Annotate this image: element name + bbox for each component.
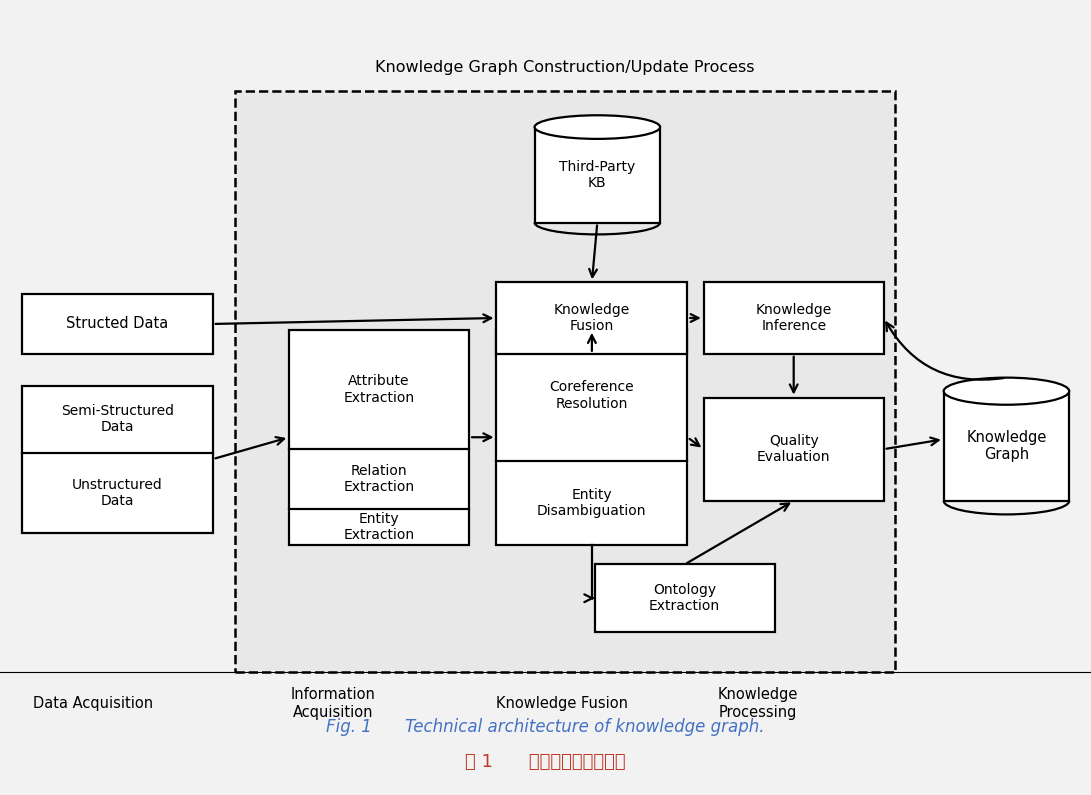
Bar: [22, 386, 213, 533]
Text: Entity
Disambiguation: Entity Disambiguation: [537, 488, 647, 518]
Text: Knowledge
Graph: Knowledge Graph: [967, 430, 1046, 462]
Bar: [289, 330, 469, 545]
Ellipse shape: [535, 115, 660, 139]
Bar: [704, 282, 884, 354]
Text: Information
Acquisition: Information Acquisition: [290, 688, 375, 719]
Bar: [235, 91, 895, 672]
Text: Knowledge
Processing: Knowledge Processing: [718, 688, 799, 719]
Text: Fig. 1  Technical architecture of knowledge graph.: Fig. 1 Technical architecture of knowled…: [326, 719, 765, 736]
Text: Knowledge
Inference: Knowledge Inference: [756, 303, 831, 333]
Text: Unstructured
Data: Unstructured Data: [72, 478, 163, 508]
Text: Third-Party
KB: Third-Party KB: [560, 160, 635, 190]
Text: Attribute
Extraction: Attribute Extraction: [344, 374, 415, 405]
Ellipse shape: [944, 378, 1069, 405]
Text: Knowledge Fusion: Knowledge Fusion: [496, 696, 627, 711]
Bar: [496, 282, 687, 354]
Text: 图 1  知识图谱的技术架构: 图 1 知识图谱的技术架构: [465, 753, 626, 770]
Bar: [22, 294, 213, 354]
Text: Entity
Extraction: Entity Extraction: [344, 512, 415, 541]
Text: Coreference
Resolution: Coreference Resolution: [550, 381, 634, 410]
Text: Knowledge
Fusion: Knowledge Fusion: [554, 303, 630, 333]
Text: Data Acquisition: Data Acquisition: [33, 696, 153, 711]
Text: Relation
Extraction: Relation Extraction: [344, 464, 415, 494]
Bar: [535, 127, 660, 223]
Bar: [595, 564, 775, 632]
Bar: [496, 330, 687, 545]
Text: Ontology
Extraction: Ontology Extraction: [649, 584, 720, 613]
Text: Quality
Evaluation: Quality Evaluation: [757, 434, 830, 464]
Text: Semi-Structured
Data: Semi-Structured Data: [61, 405, 173, 434]
Text: Structed Data: Structed Data: [67, 316, 168, 332]
Bar: [944, 391, 1069, 501]
Bar: [704, 398, 884, 501]
Text: Knowledge Graph Construction/Update Process: Knowledge Graph Construction/Update Proc…: [375, 60, 754, 75]
